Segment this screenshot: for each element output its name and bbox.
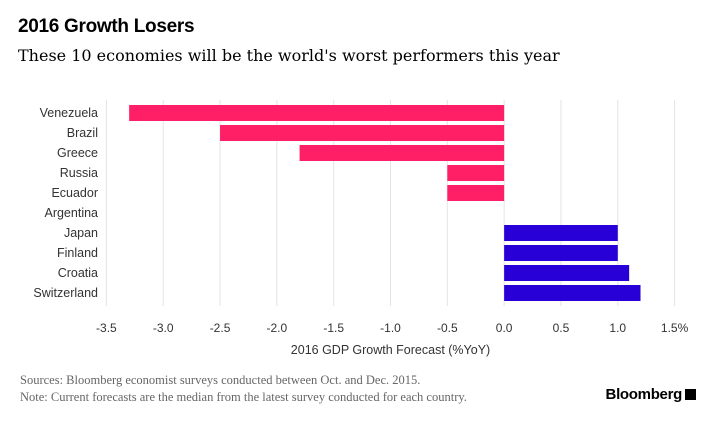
footnotes: Sources: Bloomberg economist surveys con… bbox=[20, 372, 467, 406]
x-tick-label: -2.5 bbox=[210, 321, 231, 335]
x-tick-label: -1.5 bbox=[323, 321, 344, 335]
x-tick-label: 0.5 bbox=[553, 321, 570, 335]
bar-switzerland bbox=[504, 285, 641, 301]
category-label: Finland bbox=[57, 246, 98, 260]
category-label: Russia bbox=[60, 166, 98, 180]
bar-ecuador bbox=[447, 185, 505, 201]
category-label: Brazil bbox=[67, 126, 98, 140]
chart-subtitle: These 10 economies will be the world's w… bbox=[18, 46, 560, 65]
x-tick-label: -1.0 bbox=[380, 321, 401, 335]
x-axis-label: 2016 GDP Growth Forecast (%YoY) bbox=[291, 343, 490, 357]
chart-title: 2016 Growth Losers bbox=[18, 16, 195, 37]
category-label: Switzerland bbox=[33, 286, 98, 300]
brand-text: Bloomberg bbox=[605, 386, 683, 403]
method-note: Note: Current forecasts are the median f… bbox=[20, 390, 467, 404]
x-tick-label: 1.0 bbox=[609, 321, 626, 335]
category-label: Ecuador bbox=[51, 186, 98, 200]
x-tick-label: -3.0 bbox=[153, 321, 174, 335]
bar-finland bbox=[504, 245, 618, 261]
source-note: Sources: Bloomberg economist surveys con… bbox=[20, 373, 421, 387]
bar-venezuela bbox=[129, 105, 505, 121]
bar-japan bbox=[504, 225, 618, 241]
x-tick-label: 1.5% bbox=[661, 321, 689, 335]
brand-mark-icon bbox=[685, 389, 696, 400]
x-tick-label: 0.0 bbox=[496, 321, 513, 335]
x-tick-label: -3.5 bbox=[96, 321, 117, 335]
bar-croatia bbox=[504, 265, 630, 281]
x-tick-label: -0.5 bbox=[437, 321, 458, 335]
x-tick-label: -2.0 bbox=[267, 321, 288, 335]
category-label: Croatia bbox=[58, 266, 98, 280]
bar-greece bbox=[299, 145, 505, 161]
category-label: Venezuela bbox=[40, 106, 98, 120]
brand-logo: Bloomberg bbox=[606, 386, 696, 403]
category-label: Japan bbox=[64, 226, 98, 240]
bar-russia bbox=[447, 165, 505, 181]
bar-brazil bbox=[220, 125, 505, 141]
category-label: Greece bbox=[57, 146, 98, 160]
category-label: Argentina bbox=[44, 206, 98, 220]
